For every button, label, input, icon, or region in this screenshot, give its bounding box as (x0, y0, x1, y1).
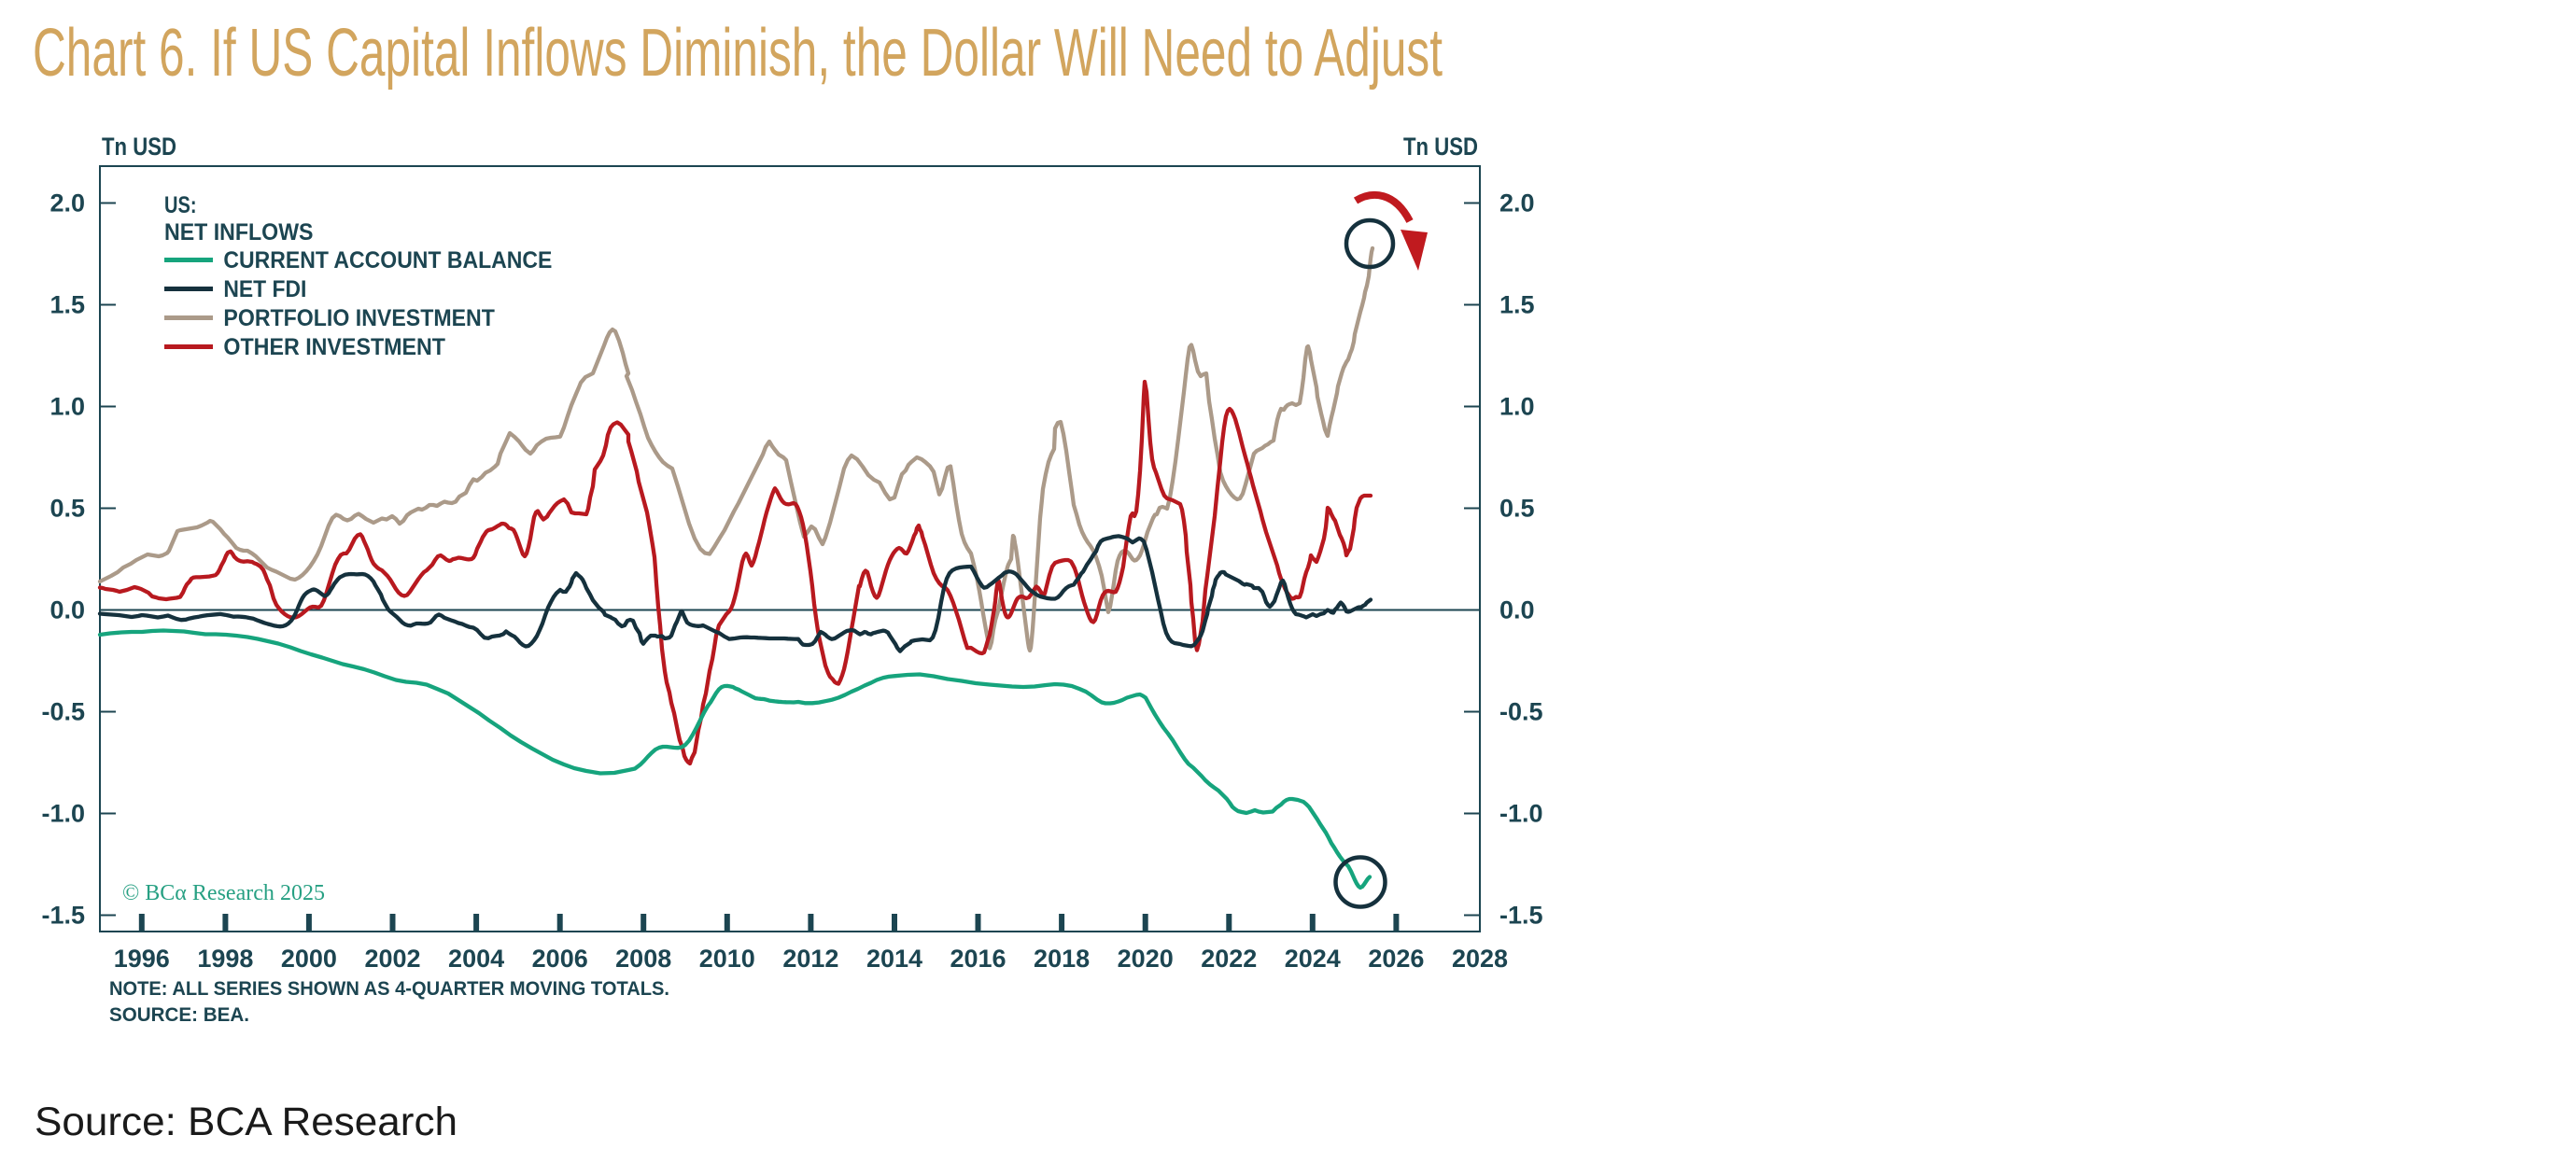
svg-text:1.0: 1.0 (1499, 393, 1535, 421)
svg-text:Tn USD: Tn USD (102, 133, 176, 161)
svg-text:1.0: 1.0 (49, 393, 85, 421)
svg-text:Source: BCA Research: Source: BCA Research (35, 1100, 457, 1144)
svg-text:2026: 2026 (1368, 945, 1424, 973)
svg-text:NET FDI: NET FDI (223, 276, 306, 302)
svg-text:2002: 2002 (364, 945, 420, 973)
svg-text:OTHER INVESTMENT: OTHER INVESTMENT (223, 334, 445, 360)
svg-text:SOURCE: BEA.: SOURCE: BEA. (109, 1004, 249, 1026)
svg-text:2018: 2018 (1034, 945, 1090, 973)
svg-text:2016: 2016 (950, 945, 1006, 973)
svg-text:NET INFLOWS: NET INFLOWS (164, 219, 314, 245)
svg-text:2028: 2028 (1452, 945, 1508, 973)
svg-text:2014: 2014 (866, 945, 922, 973)
svg-text:2008: 2008 (615, 945, 671, 973)
svg-text:-0.5: -0.5 (41, 698, 85, 726)
svg-text:2022: 2022 (1201, 945, 1257, 973)
svg-text:1.5: 1.5 (49, 291, 85, 319)
svg-text:NOTE: ALL SERIES SHOWN AS 4-QU: NOTE: ALL SERIES SHOWN AS 4-QUARTER MOVI… (109, 978, 669, 1000)
svg-text:2.0: 2.0 (1499, 189, 1535, 217)
svg-text:US:: US: (164, 192, 197, 218)
svg-text:© BCα Research 2025: © BCα Research 2025 (122, 880, 325, 905)
svg-text:-1.5: -1.5 (1499, 902, 1543, 930)
svg-text:1998: 1998 (197, 945, 253, 973)
svg-text:2012: 2012 (782, 945, 838, 973)
svg-text:0.0: 0.0 (1499, 596, 1535, 624)
svg-text:-1.0: -1.0 (41, 800, 85, 828)
svg-text:2.0: 2.0 (49, 189, 85, 217)
svg-text:2000: 2000 (281, 945, 337, 973)
svg-text:CURRENT ACCOUNT BALANCE: CURRENT ACCOUNT BALANCE (223, 247, 552, 273)
svg-text:0.5: 0.5 (49, 495, 85, 523)
svg-text:2006: 2006 (532, 945, 588, 973)
svg-text:1.5: 1.5 (1499, 291, 1535, 319)
svg-text:1996: 1996 (114, 945, 170, 973)
svg-text:Chart 6. If US Capital Inflows: Chart 6. If US Capital Inflows Diminish,… (33, 16, 1443, 91)
svg-text:PORTFOLIO INVESTMENT: PORTFOLIO INVESTMENT (223, 305, 495, 331)
svg-text:-1.5: -1.5 (41, 902, 85, 930)
svg-text:2024: 2024 (1285, 945, 1341, 973)
svg-text:0.0: 0.0 (49, 596, 85, 624)
svg-text:Tn USD: Tn USD (1403, 133, 1478, 161)
svg-text:2010: 2010 (699, 945, 755, 973)
svg-text:0.5: 0.5 (1499, 495, 1535, 523)
svg-text:-0.5: -0.5 (1499, 698, 1543, 726)
svg-text:-1.0: -1.0 (1499, 800, 1543, 828)
svg-text:2004: 2004 (448, 945, 504, 973)
svg-text:2020: 2020 (1118, 945, 1174, 973)
